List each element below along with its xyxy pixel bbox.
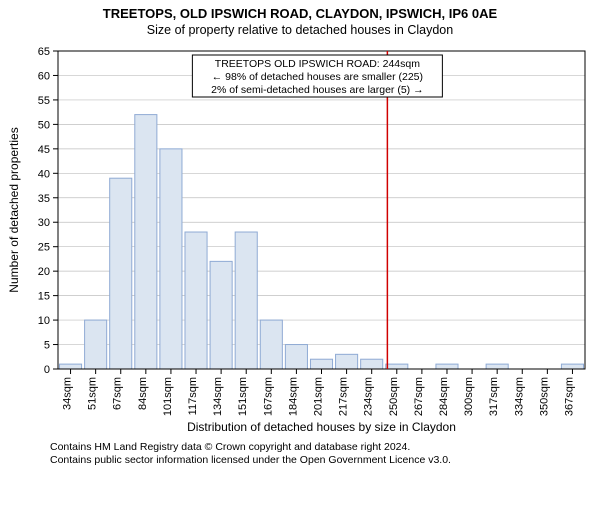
histogram-bar [561, 364, 583, 369]
svg-text:250sqm: 250sqm [388, 377, 400, 416]
histogram-bar [60, 364, 82, 369]
footer: Contains HM Land Registry data © Crown c… [0, 441, 600, 467]
histogram-bar [185, 232, 207, 369]
page-title: TREETOPS, OLD IPSWICH ROAD, CLAYDON, IPS… [0, 6, 600, 21]
histogram-bar [210, 261, 232, 369]
svg-text:217sqm: 217sqm [338, 377, 350, 416]
svg-text:20: 20 [38, 266, 50, 278]
histogram-bar [85, 320, 107, 369]
svg-text:15: 15 [38, 291, 50, 303]
svg-text:367sqm: 367sqm [563, 377, 575, 416]
svg-text:10: 10 [38, 315, 50, 327]
histogram-bar [235, 232, 257, 369]
svg-text:45: 45 [38, 144, 50, 156]
histogram-bar [336, 354, 358, 369]
histogram-bar [110, 178, 132, 369]
annotation-line-3: 2% of semi-detached houses are larger (5… [211, 84, 423, 96]
svg-text:317sqm: 317sqm [488, 377, 500, 416]
annotation-line-1: TREETOPS OLD IPSWICH ROAD: 244sqm [215, 58, 420, 70]
svg-text:5: 5 [44, 340, 50, 352]
svg-text:55: 55 [38, 95, 50, 107]
histogram-bar [436, 364, 458, 369]
histogram-bar [386, 364, 408, 369]
svg-text:50: 50 [38, 119, 50, 131]
svg-text:184sqm: 184sqm [287, 377, 299, 416]
svg-text:40: 40 [38, 168, 50, 180]
svg-text:284sqm: 284sqm [438, 377, 450, 416]
svg-text:350sqm: 350sqm [538, 377, 550, 416]
svg-text:267sqm: 267sqm [413, 377, 425, 416]
svg-text:334sqm: 334sqm [513, 377, 525, 416]
svg-text:67sqm: 67sqm [112, 377, 124, 410]
svg-text:151sqm: 151sqm [237, 377, 249, 416]
svg-text:51sqm: 51sqm [87, 377, 99, 410]
svg-text:34sqm: 34sqm [62, 377, 74, 410]
histogram-chart: 0 5 10 15 20 25 30 35 40 45 50 55 60 65 34sqm 51sqm 67sq… [0, 39, 600, 439]
histogram-bar [285, 345, 307, 369]
svg-text:25: 25 [38, 242, 50, 254]
footer-line-2: Contains public sector information licen… [50, 454, 600, 467]
svg-text:60: 60 [38, 70, 50, 82]
svg-text:300sqm: 300sqm [463, 377, 475, 416]
svg-text:30: 30 [38, 217, 50, 229]
svg-text:101sqm: 101sqm [162, 377, 174, 416]
svg-text:65: 65 [38, 46, 50, 58]
histogram-bar [310, 359, 332, 369]
svg-text:0: 0 [44, 364, 50, 376]
svg-text:167sqm: 167sqm [262, 377, 274, 416]
page-subtitle: Size of property relative to detached ho… [0, 23, 600, 37]
footer-line-1: Contains HM Land Registry data © Crown c… [50, 441, 600, 454]
histogram-bar [486, 364, 508, 369]
histogram-bar [160, 149, 182, 369]
x-axis-label: Distribution of detached houses by size … [187, 420, 456, 434]
svg-text:84sqm: 84sqm [137, 377, 149, 410]
annotation-line-2: ← 98% of detached houses are smaller (22… [212, 71, 423, 83]
svg-text:201sqm: 201sqm [313, 377, 325, 416]
histogram-bar [260, 320, 282, 369]
svg-text:134sqm: 134sqm [212, 377, 224, 416]
svg-text:234sqm: 234sqm [363, 377, 375, 416]
svg-text:35: 35 [38, 193, 50, 205]
y-axis-label: Number of detached properties [7, 127, 21, 292]
histogram-bar [135, 115, 157, 369]
svg-text:117sqm: 117sqm [187, 377, 199, 415]
histogram-bar [361, 359, 383, 369]
